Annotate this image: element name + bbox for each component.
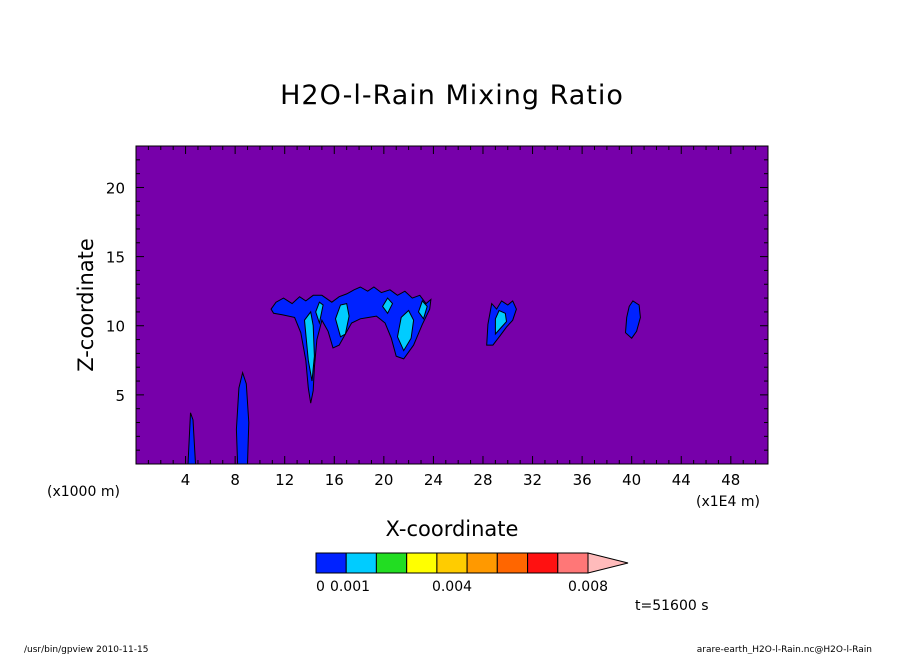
- plot-background: [136, 146, 768, 464]
- colorbar-cell-9: [557, 552, 589, 574]
- contour-region-7: [396, 309, 415, 352]
- x-unit-label: (x1E4 m): [696, 494, 760, 510]
- x-tick-label-48: 48: [721, 471, 740, 489]
- tick-marks: [136, 145, 769, 464]
- x-tick-labels: 4 8 12 16 20 24 28 32 36 40 44 48: [181, 471, 741, 489]
- x-tick-label-36: 36: [573, 471, 592, 489]
- contour-region-2: [235, 370, 250, 465]
- plot-frame: [135, 145, 769, 465]
- x-tick-label-44: 44: [672, 471, 691, 489]
- x-tick-label-32: 32: [523, 471, 542, 489]
- contour-region-4: [334, 302, 350, 338]
- y-tick-label-5: 5: [115, 387, 125, 405]
- colorbar-overflow-arrow: [587, 552, 629, 574]
- colorbar-cell-1: [315, 552, 347, 574]
- contour-regions: [187, 286, 641, 465]
- x-tick-label-12: 12: [275, 471, 294, 489]
- y-tick-label-20: 20: [106, 179, 125, 197]
- contour-region-12: [624, 300, 641, 339]
- colorbar-label-4: 0.008: [568, 579, 608, 595]
- contour-region-9: [382, 297, 394, 315]
- contour-region-5: [315, 301, 324, 325]
- x-tick-label-20: 20: [374, 471, 393, 489]
- y-unit-label: (x1000 m): [47, 484, 120, 500]
- footer-source: arare-earth_H2O-l-Rain.nc@H2O-l-Rain: [697, 645, 872, 654]
- y-axis-label: Z-coordinate: [74, 238, 98, 372]
- y-tick-label-15: 15: [106, 249, 125, 267]
- x-tick-label-8: 8: [230, 471, 240, 489]
- x-axis-label: X-coordinate: [386, 517, 519, 541]
- colorbar: [315, 552, 629, 574]
- colorbar-labels: 0 0.001 0.004 0.008: [316, 579, 608, 595]
- chart-title: H2O-l-Rain Mixing Ratio: [280, 80, 624, 111]
- y-tick-labels: 5 10 15 20: [106, 179, 125, 404]
- y-tick-label-10: 10: [106, 318, 125, 336]
- colorbar-cell-3: [375, 552, 408, 574]
- time-label: t=51600 s: [635, 598, 709, 614]
- colorbar-label-2: 0.001: [330, 579, 370, 595]
- colorbar-cell-5: [436, 552, 468, 574]
- colorbar-label-3: 0.004: [432, 579, 472, 595]
- contour-region-8: [417, 299, 428, 320]
- plot-area: [135, 145, 769, 465]
- x-tick-label-24: 24: [424, 471, 443, 489]
- x-tick-label-40: 40: [622, 471, 641, 489]
- footer-program: /usr/bin/gpview 2010-11-15: [24, 645, 148, 654]
- contour-region-6: [303, 310, 315, 382]
- colorbar-cell-4: [406, 552, 438, 574]
- colorbar-cell-7: [496, 552, 528, 574]
- contour-region-11: [494, 309, 508, 336]
- x-tick-label-4: 4: [181, 471, 191, 489]
- colorbar-cell-8: [527, 552, 559, 574]
- x-tick-label-16: 16: [325, 471, 344, 489]
- colorbar-label-1: 0: [316, 579, 325, 595]
- colorbar-cell-2: [345, 552, 377, 574]
- x-tick-label-28: 28: [473, 471, 492, 489]
- colorbar-cell-6: [466, 552, 498, 574]
